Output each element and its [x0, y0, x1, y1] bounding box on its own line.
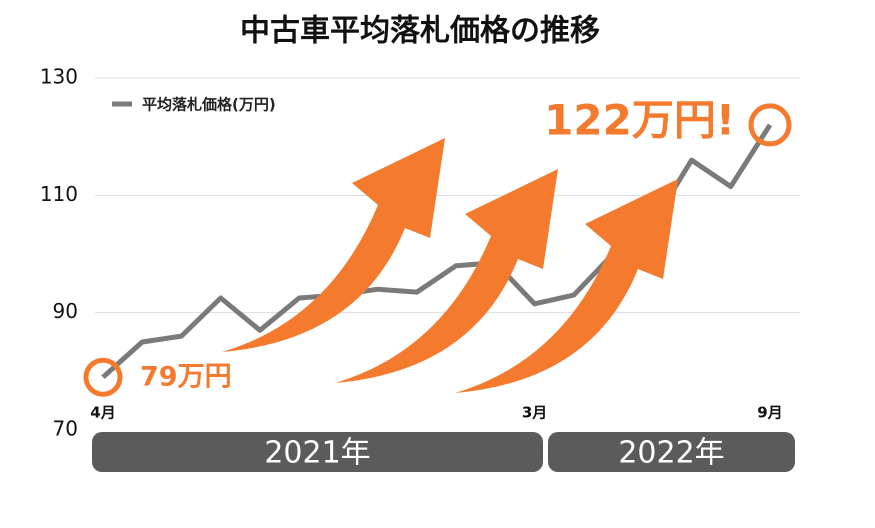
chart-title: 中古車平均落札価格の推移: [240, 14, 600, 49]
annotation: 122万円!: [544, 96, 735, 145]
y-tick-label: 70: [53, 417, 78, 441]
x-tick-label: 3月: [522, 404, 547, 422]
x-tick-label: 4月: [90, 404, 115, 422]
annotation: 79万円: [140, 362, 232, 393]
arrow: [222, 138, 445, 352]
chart-background: [0, 0, 810, 480]
grid: 70 90 110 130 平均落札価格(万円): [40, 65, 800, 441]
y-tick-label: 130: [40, 65, 78, 89]
annotations: 4月 3月 9月 79万円 122万円! 2021年 2022年: [83, 96, 795, 472]
highlight-circle: [83, 357, 123, 397]
decorative-arrows: [222, 138, 678, 393]
y-tick-label: 110: [40, 182, 78, 206]
period-label: 2021年: [264, 436, 370, 471]
period-bar: [92, 432, 543, 472]
x-tick-label: 9月: [757, 404, 782, 422]
period-bar: [548, 432, 795, 472]
y-tick-label: 90: [53, 299, 78, 323]
period-label: 2022年: [618, 436, 724, 471]
highlight-circle: [748, 103, 792, 147]
legend-label: 平均落札価格(万円): [142, 96, 276, 114]
